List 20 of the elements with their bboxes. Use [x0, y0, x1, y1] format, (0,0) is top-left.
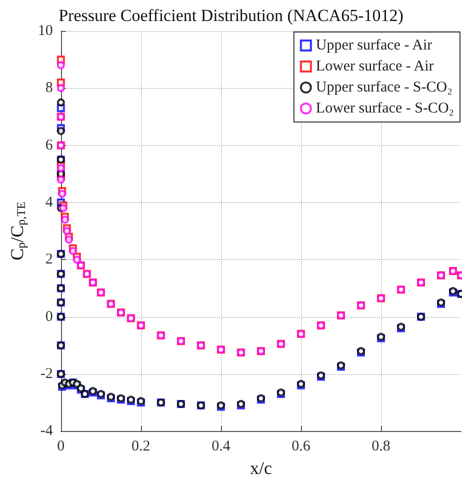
legend-label: Lower surface - S-CO₂ [316, 100, 454, 116]
y-tick-label: 8 [45, 80, 53, 96]
x-tick-label: 0 [57, 438, 65, 455]
y-axis-title: Cp/Cp,TE [7, 202, 28, 260]
legend-label: Lower surface - Air [316, 58, 434, 74]
y-tick-label: 2 [45, 252, 53, 268]
chart-title: Pressure Coefficient Distribution (NACA65-1012) [58, 6, 404, 25]
y-tick-label: -4 [40, 423, 54, 440]
x-tick-label: 0.2 [132, 438, 150, 455]
x-tick-label: 0.8 [372, 438, 390, 455]
legend-label: Upper surface - S-CO₂ [316, 80, 452, 96]
legend-label: Upper surface - Air [316, 38, 432, 54]
x-tick-label: 0.4 [212, 438, 231, 455]
y-tick-label: -2 [40, 366, 53, 382]
y-tick-label: 4 [45, 194, 54, 210]
x-tick-label: 0.6 [292, 438, 311, 455]
x-axis-title: x/c [250, 458, 272, 478]
y-tick-label: 10 [38, 23, 53, 39]
y-tick-label: 6 [45, 137, 54, 154]
y-tick-label: 0 [45, 308, 53, 325]
